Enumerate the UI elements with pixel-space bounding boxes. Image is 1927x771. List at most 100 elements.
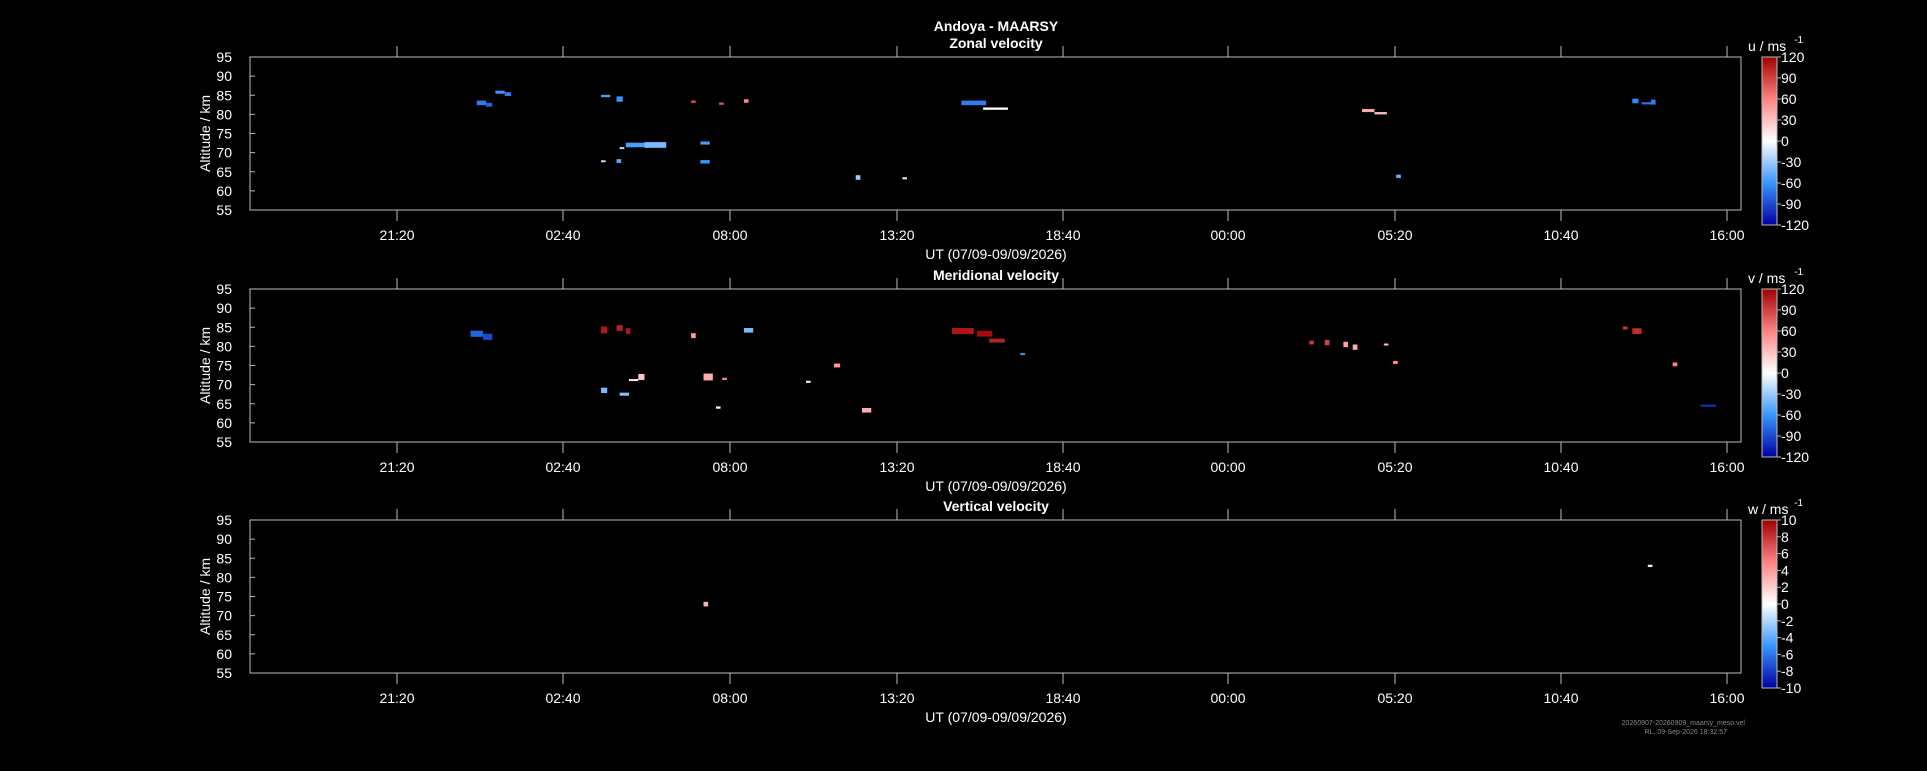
y-axis-label: Altitude / km <box>197 327 213 404</box>
colorbar-tick-label: -120 <box>1781 449 1809 465</box>
colorbar-tick-label: -90 <box>1781 196 1801 212</box>
data-cell <box>983 107 1008 110</box>
y-tick-label: 95 <box>216 49 232 65</box>
data-cell <box>601 94 611 98</box>
y-tick-label: 55 <box>216 665 232 681</box>
data-cell <box>486 102 493 107</box>
x-tick-label: 13:20 <box>879 459 914 475</box>
footer-filename: 20260907-20260909_maarsy_meso.vel <box>1622 720 1746 727</box>
y-tick-label: 60 <box>216 183 232 199</box>
data-cell <box>476 100 487 106</box>
data-cell <box>855 175 861 180</box>
y-tick-label: 90 <box>216 68 232 84</box>
y-tick-label: 65 <box>216 396 232 412</box>
data-cell <box>1020 353 1026 356</box>
colorbar-tick-label: -4 <box>1781 630 1794 646</box>
colorbar-tick-label: -120 <box>1781 217 1809 233</box>
x-tick-label: 05:20 <box>1377 459 1412 475</box>
data-cell <box>691 333 696 339</box>
y-tick-label: 85 <box>216 319 232 335</box>
y-tick-label: 85 <box>216 550 232 566</box>
x-tick-label: 21:20 <box>379 459 414 475</box>
colorbar-tick-label: 30 <box>1781 112 1797 128</box>
data-cell <box>470 330 483 337</box>
y-tick-label: 60 <box>216 415 232 431</box>
colorbar-tick-label: 8 <box>1781 529 1789 545</box>
data-cell <box>976 330 993 337</box>
panel-title: Zonal velocity <box>949 35 1043 51</box>
x-axis-label: UT (07/09-09/09/2026) <box>925 709 1066 725</box>
x-tick-label: 16:00 <box>1709 690 1744 706</box>
x-tick-label: 13:20 <box>879 690 914 706</box>
colorbar <box>1761 519 1778 689</box>
data-cell <box>482 333 493 340</box>
panel-1: Zonal velocity 95 90 85 80 75 70 65 60 55 Altitude… <box>197 35 1809 262</box>
colorbar-tick-label: 90 <box>1781 302 1797 318</box>
x-tick-label: 10:40 <box>1543 690 1578 706</box>
data-cell <box>1324 339 1330 346</box>
panel-title: Meridional velocity <box>933 267 1059 283</box>
x-tick-label: 05:20 <box>1377 690 1412 706</box>
colorbar-tick-label: 2 <box>1781 579 1789 595</box>
colorbar-tick-label: -60 <box>1781 175 1801 191</box>
colorbar-tick-label: 90 <box>1781 70 1797 86</box>
data-cell <box>1362 109 1375 113</box>
figure-title: Andoya - MAARSY <box>934 18 1059 34</box>
colorbar <box>1761 56 1778 226</box>
x-tick-label: 18:40 <box>1045 690 1080 706</box>
data-cell <box>715 406 721 409</box>
x-tick-label: 13:20 <box>879 227 914 243</box>
y-tick-label: 70 <box>216 608 232 624</box>
x-tick-label: 08:00 <box>712 690 747 706</box>
data-cell <box>1374 112 1387 115</box>
y-tick-label: 80 <box>216 569 232 585</box>
x-tick-label: 00:00 <box>1210 227 1245 243</box>
data-cell <box>1632 328 1642 334</box>
x-tick-label: 02:40 <box>545 690 580 706</box>
data-cell <box>961 100 987 106</box>
x-tick-label: 08:00 <box>712 227 747 243</box>
plot-frame <box>249 519 1742 674</box>
data-cell <box>1396 174 1401 179</box>
panel-2: Meridional velocity 95 90 85 80 75 70 65 60 55 Alt… <box>197 267 1809 494</box>
data-cell <box>1383 343 1389 346</box>
y-tick-label: 70 <box>216 377 232 393</box>
data-cell <box>1393 360 1398 364</box>
y-tick-label: 60 <box>216 646 232 662</box>
data-cell <box>644 142 667 148</box>
x-tick-label: 02:40 <box>545 227 580 243</box>
colorbar-tick-label: -2 <box>1781 613 1794 629</box>
x-tick-label: 00:00 <box>1210 690 1245 706</box>
colorbar-tick-label: 120 <box>1781 49 1805 65</box>
colorbar-label: w / ms <box>1747 501 1788 517</box>
data-cell <box>1672 362 1678 367</box>
data-cell <box>833 363 841 368</box>
y-tick-label: 55 <box>216 434 232 450</box>
y-tick-label: 65 <box>216 164 232 180</box>
colorbar-tick-label: 60 <box>1781 91 1797 107</box>
colorbar-tick-label: -30 <box>1781 386 1801 402</box>
colorbar-tick-label: -90 <box>1781 428 1801 444</box>
data-cell <box>616 159 622 163</box>
data-cell <box>722 377 727 381</box>
data-cell <box>952 328 974 335</box>
data-cell <box>1352 344 1358 350</box>
x-tick-label: 05:20 <box>1377 227 1412 243</box>
data-cell <box>743 328 754 333</box>
y-tick-label: 55 <box>216 202 232 218</box>
x-tick-label: 21:20 <box>379 227 414 243</box>
data-cell <box>601 326 608 334</box>
colorbar-label: u / ms <box>1748 38 1786 54</box>
data-cell <box>1700 404 1717 407</box>
data-cell <box>989 338 1005 343</box>
data-cell <box>700 160 710 164</box>
data-cell <box>1309 340 1314 345</box>
x-tick-label: 18:40 <box>1045 227 1080 243</box>
data-cell <box>861 407 872 413</box>
data-cell <box>601 160 606 163</box>
colorbar-label-exponent: -1 <box>1794 35 1803 46</box>
data-cell <box>1650 99 1656 105</box>
data-cell <box>700 141 710 145</box>
y-tick-label: 95 <box>216 281 232 297</box>
y-tick-label: 95 <box>216 512 232 528</box>
